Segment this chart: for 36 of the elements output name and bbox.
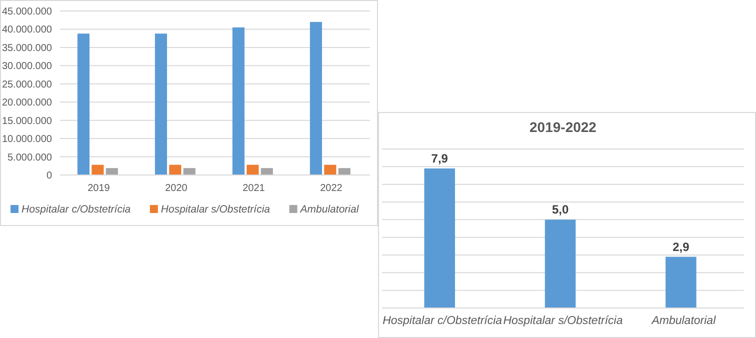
- x-tick-label: 2019: [88, 183, 110, 194]
- bar: [338, 168, 350, 175]
- y-tick-label: 5.000.000: [8, 152, 52, 164]
- bar: [77, 34, 90, 175]
- x-tick-label: 2022: [320, 183, 343, 194]
- chart-title: 2019-2022: [530, 119, 597, 135]
- y-tick-label: 35.000.000: [2, 42, 52, 54]
- x-tick-label: Ambulatorial: [650, 315, 716, 327]
- y-tick-label: 0: [46, 170, 52, 182]
- y-tick-label: 40.000.000: [2, 24, 52, 36]
- y-tick-label: 20.000.000: [2, 98, 52, 109]
- x-tick-label: Hospitalar s/Obstetrícia: [503, 315, 623, 327]
- x-tick-label: Hospitalar c/Obstetrícia: [382, 315, 502, 327]
- bar: [246, 164, 259, 175]
- data-label: 7,9: [431, 151, 448, 166]
- bar: [169, 164, 182, 175]
- x-tick-label: 2021: [242, 183, 266, 194]
- y-tick-label: 30.000.000: [2, 61, 52, 72]
- data-label: 5,0: [552, 202, 569, 217]
- x-tick-label: 2020: [165, 183, 188, 194]
- legend-label: Hospitalar s/Obstetrícia: [160, 204, 270, 216]
- legend-label: Ambulatorial: [299, 204, 360, 216]
- data-label: 2,9: [672, 240, 690, 254]
- bar: [260, 168, 273, 175]
- bar: [106, 168, 118, 175]
- legend-label: Hospitalar c/Obstetrícia: [22, 204, 131, 216]
- bar: [310, 22, 322, 175]
- bar: [154, 34, 168, 175]
- bar: [183, 168, 196, 175]
- y-tick-label: 25.000.000: [2, 79, 52, 90]
- bar: [324, 164, 336, 175]
- y-tick-label: 15.000.000: [2, 116, 52, 127]
- y-tick-label: 45.000.000: [2, 6, 52, 18]
- bar: [232, 27, 245, 175]
- y-tick-label: 10.000.000: [2, 134, 52, 146]
- bar: [92, 164, 104, 175]
